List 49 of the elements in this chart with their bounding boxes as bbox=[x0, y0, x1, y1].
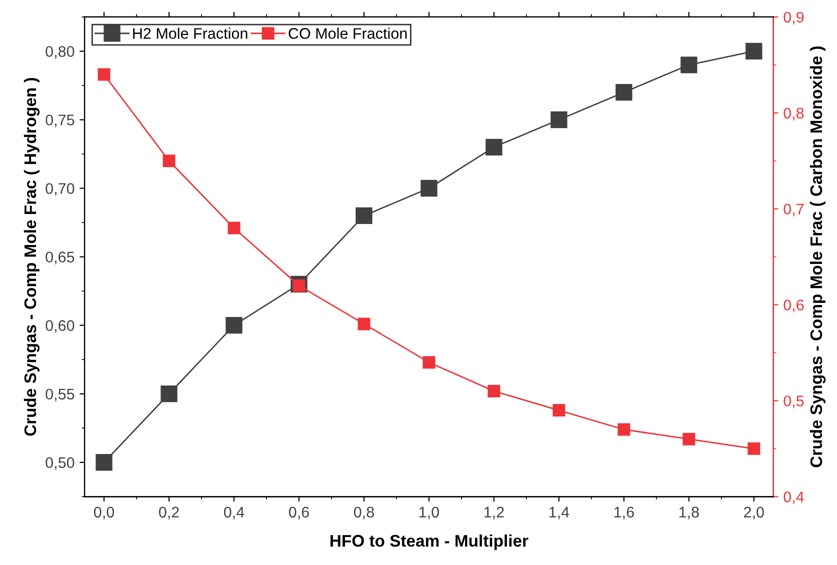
x-tick-label: 1,8 bbox=[679, 506, 699, 520]
x-tick-label: 0,8 bbox=[354, 506, 374, 520]
point bbox=[616, 84, 632, 101]
point bbox=[356, 207, 372, 224]
point bbox=[160, 386, 178, 402]
x-tick-label: 1,6 bbox=[614, 506, 634, 520]
point bbox=[486, 138, 502, 156]
point bbox=[420, 180, 438, 197]
point bbox=[422, 356, 436, 369]
y-tick-label: 0,75 bbox=[46, 114, 74, 128]
point bbox=[96, 454, 112, 471]
y-tick-label: 0,80 bbox=[46, 46, 74, 59]
point bbox=[680, 56, 698, 74]
point bbox=[550, 111, 568, 128]
legend-label: H2 Mole Fraction bbox=[133, 28, 248, 39]
x-tick-label: 0,2 bbox=[158, 506, 179, 520]
point bbox=[98, 68, 110, 81]
y2-tick-label: 0,9 bbox=[784, 12, 804, 24]
x-tick-label: 1,0 bbox=[420, 506, 439, 520]
point bbox=[226, 316, 242, 334]
y2-tick-label: 0,4 bbox=[784, 492, 804, 504]
y-tick-label: 0,60 bbox=[46, 320, 74, 333]
y2-tick-label: 0,6 bbox=[784, 300, 804, 312]
point bbox=[358, 318, 370, 330]
x-tick-label: 2,0 bbox=[744, 506, 764, 520]
legend-label: CO Mole Fraction bbox=[288, 28, 407, 39]
point bbox=[488, 384, 500, 398]
point bbox=[748, 442, 760, 455]
y-tick-label: 0,50 bbox=[46, 457, 74, 470]
point bbox=[618, 423, 630, 436]
y2-tick-label: 0,7 bbox=[784, 204, 804, 216]
y2-tick-label: 0,5 bbox=[784, 396, 804, 408]
x-tick-label: 0,0 bbox=[94, 506, 114, 520]
y2-tick-label: 0,8 bbox=[784, 108, 804, 120]
x-tick-label: 1,4 bbox=[549, 506, 570, 520]
x-tick-label: 1,2 bbox=[484, 506, 504, 520]
point bbox=[228, 222, 240, 234]
y2-axis-title: Crude Syngas - Comp Mole Frac ( Carbon Monoxide ) bbox=[810, 46, 826, 468]
point bbox=[552, 404, 566, 417]
x-tick-label: 0,6 bbox=[288, 506, 309, 520]
x-axis-title: HFO to Steam - Multiplier bbox=[330, 534, 528, 550]
y-tick-label: 0,65 bbox=[46, 252, 74, 264]
y-tick-label: 0,70 bbox=[46, 183, 74, 196]
y-axis-title: Crude Syngas - Comp Mole Frac ( Hydrogen ) bbox=[24, 78, 40, 436]
point bbox=[162, 154, 176, 168]
point bbox=[746, 42, 762, 60]
y-tick-label: 0,55 bbox=[46, 388, 74, 402]
x-tick-label: 0,4 bbox=[224, 506, 244, 520]
point bbox=[682, 432, 696, 446]
